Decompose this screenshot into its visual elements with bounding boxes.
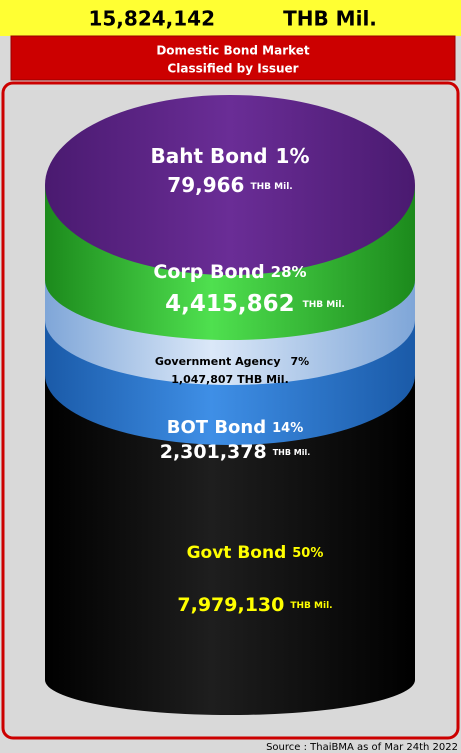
segment-name: BOT Bond: [167, 417, 266, 438]
segment-label: BOT Bond 14%: [167, 417, 303, 438]
header-bar: [0, 0, 461, 36]
segment-value: 79,966: [167, 173, 244, 197]
segment-label: Baht Bond 1%: [150, 144, 309, 168]
segment-bottom: [45, 645, 415, 715]
segment-value-line: 2,301,378 THB Mil.: [160, 441, 311, 463]
segment-value-line: 7,979,130 THB Mil.: [177, 594, 332, 616]
segment-pct: 1%: [276, 144, 310, 168]
title-box: [10, 35, 456, 81]
segment-value-line: 1,047,807 THB Mil.: [171, 373, 289, 386]
segment-pct: 28%: [271, 263, 307, 281]
segment-value: 1,047,807: [171, 373, 233, 386]
title-line: Domestic Bond Market: [156, 44, 310, 58]
cylinder: [45, 95, 415, 715]
segment-unit: THB Mil.: [237, 373, 289, 386]
segment-label: Government Agency 7%: [155, 355, 309, 368]
segment-unit: THB Mil.: [303, 300, 345, 310]
segment-unit: THB Mil.: [273, 448, 311, 457]
source: Source : ThaiBMA as of Mar 24th 2022: [266, 742, 458, 753]
segment-name: Government Agency: [155, 355, 281, 368]
segment-unit: THB Mil.: [250, 182, 292, 192]
segment-value: 2,301,378: [160, 441, 267, 463]
segment-name: Baht Bond: [150, 144, 267, 168]
segment-label: Govt Bond 50%: [187, 543, 324, 563]
segment-name: Govt Bond: [187, 543, 287, 563]
segment-pct: 7%: [291, 355, 310, 368]
title-line: Classified by Issuer: [167, 62, 298, 76]
total: 15,824,142: [88, 7, 215, 31]
segment-value-line: 79,966 THB Mil.: [167, 173, 292, 197]
segment-value: 7,979,130: [177, 594, 284, 616]
total-unit: THB Mil.: [283, 7, 377, 31]
segment-name: Corp Bond: [153, 261, 264, 283]
segment-top: [45, 95, 415, 275]
segment-pct: 50%: [292, 546, 323, 561]
segment-unit: THB Mil.: [290, 601, 332, 611]
segment-pct: 14%: [272, 421, 303, 436]
segment-label: Corp Bond 28%: [153, 261, 306, 283]
segment-value: 4,415,862: [165, 291, 295, 317]
segment-value-line: 4,415,862 THB Mil.: [165, 291, 345, 317]
